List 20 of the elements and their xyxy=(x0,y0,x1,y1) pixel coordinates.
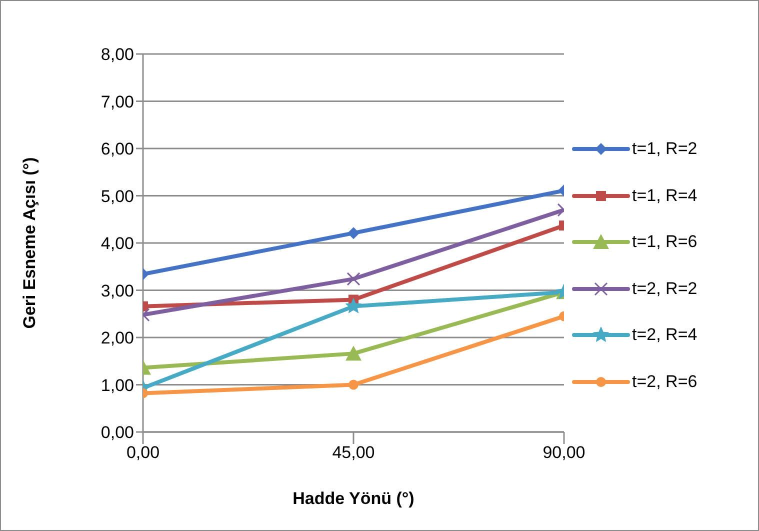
legend-label: t=2, R=4 xyxy=(632,325,698,346)
y-tick-label: 5,00 xyxy=(100,186,134,206)
legend-label: t=2, R=6 xyxy=(632,372,698,392)
legend-label: t=1, R=4 xyxy=(632,186,698,206)
x-tick-label: 0,00 xyxy=(126,443,160,462)
y-tick-label: 1,00 xyxy=(100,376,134,395)
legend-label: t=1, R=2 xyxy=(632,139,698,160)
x-axis-title: Hadde Yönü (°) xyxy=(292,489,414,508)
legend-label: t=2, R=2 xyxy=(632,278,698,299)
x-tick-label: 45,00 xyxy=(332,443,375,462)
y-tick-label: 0,00 xyxy=(100,423,134,442)
y-tick-label: 2,00 xyxy=(100,328,134,348)
y-axis-title: Geri Esneme Açısı (°) xyxy=(20,157,40,329)
y-tick-label: 8,00 xyxy=(100,45,134,64)
y-tick-label: 4,00 xyxy=(100,234,134,254)
x-tick-label: 90,00 xyxy=(542,443,586,462)
y-tick-label: 6,00 xyxy=(100,140,134,159)
y-tick-label: 7,00 xyxy=(100,92,134,112)
legend-label: t=1, R=6 xyxy=(632,232,698,252)
y-tick-label: 3,00 xyxy=(100,281,134,300)
